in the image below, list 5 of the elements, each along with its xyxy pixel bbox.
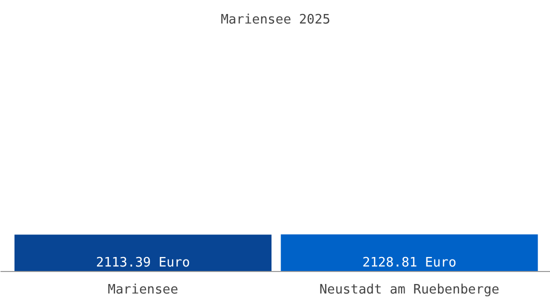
x-tick-label: Neustadt am Ruebenberge — [319, 282, 500, 298]
chart-title: Mariensee 2025 — [220, 12, 330, 28]
data-label: 2113.39 Euro — [96, 256, 190, 270]
x-tick-label: Mariensee — [108, 282, 178, 298]
data-label: 2128.81 Euro — [362, 256, 456, 270]
